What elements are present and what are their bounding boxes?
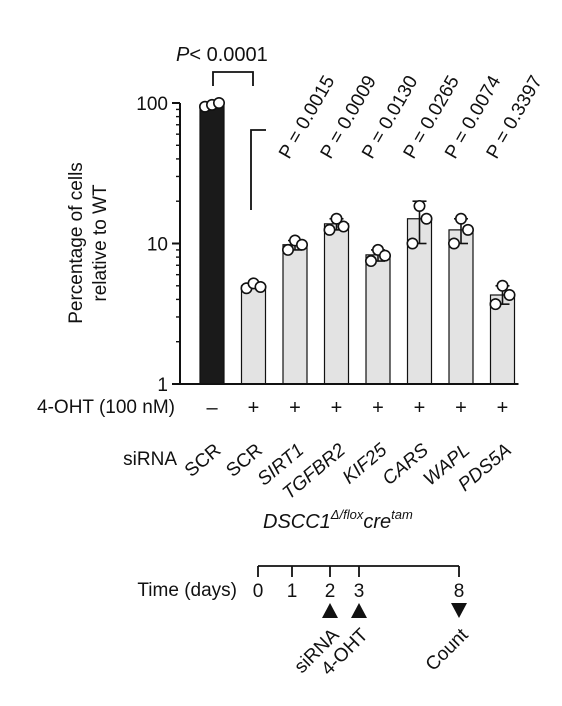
data-point bbox=[364, 255, 377, 268]
data-point bbox=[447, 237, 460, 250]
genotype-sup1: Δ/flox bbox=[330, 507, 364, 522]
y-axis-label: Percentage of cells relative to WT bbox=[66, 162, 111, 324]
timeline-label: Time (days) bbox=[137, 580, 237, 601]
genotype-base: DSCC1 bbox=[263, 511, 331, 533]
data-point bbox=[378, 249, 391, 262]
up-arrow-icon bbox=[351, 603, 367, 618]
scr-bracket bbox=[250, 129, 266, 210]
timeline-tick-label: 2 bbox=[325, 581, 336, 602]
bar bbox=[323, 223, 350, 385]
timeline-tick-label: 1 bbox=[287, 581, 298, 602]
y-axis-label-line1: Percentage of cells bbox=[66, 162, 87, 324]
category-label: KIF25 bbox=[339, 439, 392, 488]
treatment-mark: + bbox=[372, 397, 384, 419]
data-point bbox=[454, 212, 467, 225]
data-point bbox=[420, 212, 433, 225]
data-point bbox=[337, 220, 350, 233]
y-tick-label: 10 bbox=[147, 235, 168, 256]
bar bbox=[448, 229, 474, 385]
treatment-mark: + bbox=[289, 397, 301, 419]
bar bbox=[365, 254, 391, 385]
treatment-mark: + bbox=[497, 397, 509, 419]
treatment-mark: – bbox=[206, 397, 218, 419]
treatment-mark: + bbox=[414, 397, 426, 419]
data-point bbox=[213, 97, 226, 110]
timeline-tick-label: 3 bbox=[354, 581, 365, 602]
up-arrow-icon bbox=[322, 603, 338, 618]
treatment-mark: + bbox=[248, 397, 260, 419]
treatment-label: 4-OHT (100 nM) bbox=[37, 397, 175, 418]
bar bbox=[282, 244, 308, 385]
y-ticks: 1 10 100 bbox=[136, 94, 180, 396]
data-point bbox=[295, 238, 308, 251]
genotype-sup2: tam bbox=[391, 507, 413, 522]
data-point bbox=[461, 223, 474, 236]
treatment-mark: + bbox=[331, 397, 343, 419]
y-axis-label-line2: relative to WT bbox=[90, 184, 111, 302]
timeline-tick-label: 0 bbox=[253, 581, 264, 602]
genotype-mid: cre bbox=[363, 511, 391, 533]
main-comparison: P< 0.0001 bbox=[176, 44, 268, 86]
category-label: CARS bbox=[379, 440, 433, 490]
bar bbox=[240, 285, 267, 385]
data-point bbox=[496, 279, 509, 292]
bar bbox=[199, 104, 225, 385]
data-point bbox=[413, 199, 426, 212]
sirna-label: siRNA bbox=[123, 449, 177, 470]
y-tick-label: 100 bbox=[136, 94, 168, 115]
data-point bbox=[254, 281, 267, 294]
genotype-label: DSCC1Δ/floxcretam bbox=[263, 507, 413, 533]
treatment-marks: – + + + + + + + bbox=[206, 397, 508, 419]
data-point bbox=[330, 212, 343, 225]
p-main-value: < 0.0001 bbox=[189, 44, 267, 66]
category-label: SCR bbox=[181, 440, 225, 482]
timeline-event-label: Count bbox=[422, 624, 473, 675]
main-bracket bbox=[212, 71, 254, 86]
data-point bbox=[489, 298, 502, 311]
data-point bbox=[406, 237, 419, 250]
data-point bbox=[503, 288, 516, 301]
timeline-tick-label: 8 bbox=[454, 581, 465, 602]
p-letter: P bbox=[176, 44, 190, 66]
treatment-mark: + bbox=[455, 397, 467, 419]
down-arrow-icon bbox=[451, 603, 467, 618]
data-point bbox=[323, 223, 336, 236]
y-tick-label: 1 bbox=[157, 375, 168, 396]
p-value-main: P< 0.0001 bbox=[176, 44, 268, 66]
data-point bbox=[281, 243, 294, 256]
data-points bbox=[199, 97, 516, 311]
